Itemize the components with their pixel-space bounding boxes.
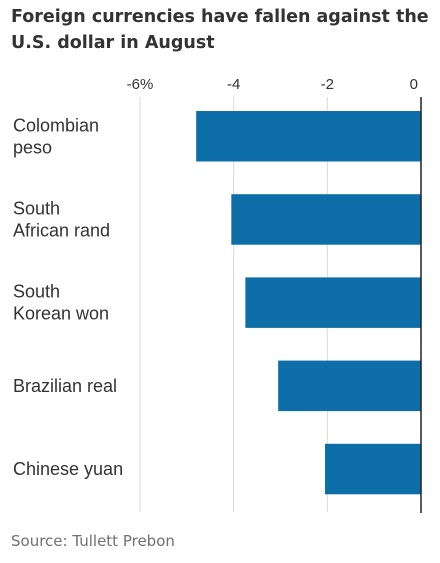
bar [278, 360, 421, 412]
category-label-line: peso [13, 137, 52, 157]
category-label-line: South [13, 198, 60, 218]
category-label-line: South [13, 282, 60, 302]
category-label: Brazilian real [13, 376, 117, 396]
category-label: South Korean won [13, 282, 109, 324]
category-label-line: African rand [13, 220, 110, 240]
bar [245, 277, 421, 328]
category-label: South African rand [13, 198, 110, 240]
category-label: Colombian peso [13, 115, 99, 157]
x-tick-label: 0 [410, 76, 418, 93]
category-label-line: Korean won [13, 304, 109, 324]
chart-title: Foreign currencies have fallen against t… [11, 4, 431, 56]
bar [324, 443, 421, 495]
category-label-line: Colombian [13, 115, 99, 135]
category-label-line: Brazilian real [13, 376, 117, 396]
chart-title-line-2: U.S. dollar in August [11, 33, 215, 53]
bar [196, 111, 421, 162]
x-tick-label: -4 [227, 76, 240, 93]
category-label-line: Chinese yuan [13, 459, 123, 479]
category-label: Chinese yuan [13, 459, 123, 479]
source-note: Source: Tullett Prebon [11, 532, 175, 550]
bar [231, 194, 421, 245]
x-tick-label: -2 [321, 76, 334, 93]
chart-title-line-1: Foreign currencies have fallen against t… [11, 7, 429, 27]
x-tick-label: -6% [127, 76, 154, 93]
